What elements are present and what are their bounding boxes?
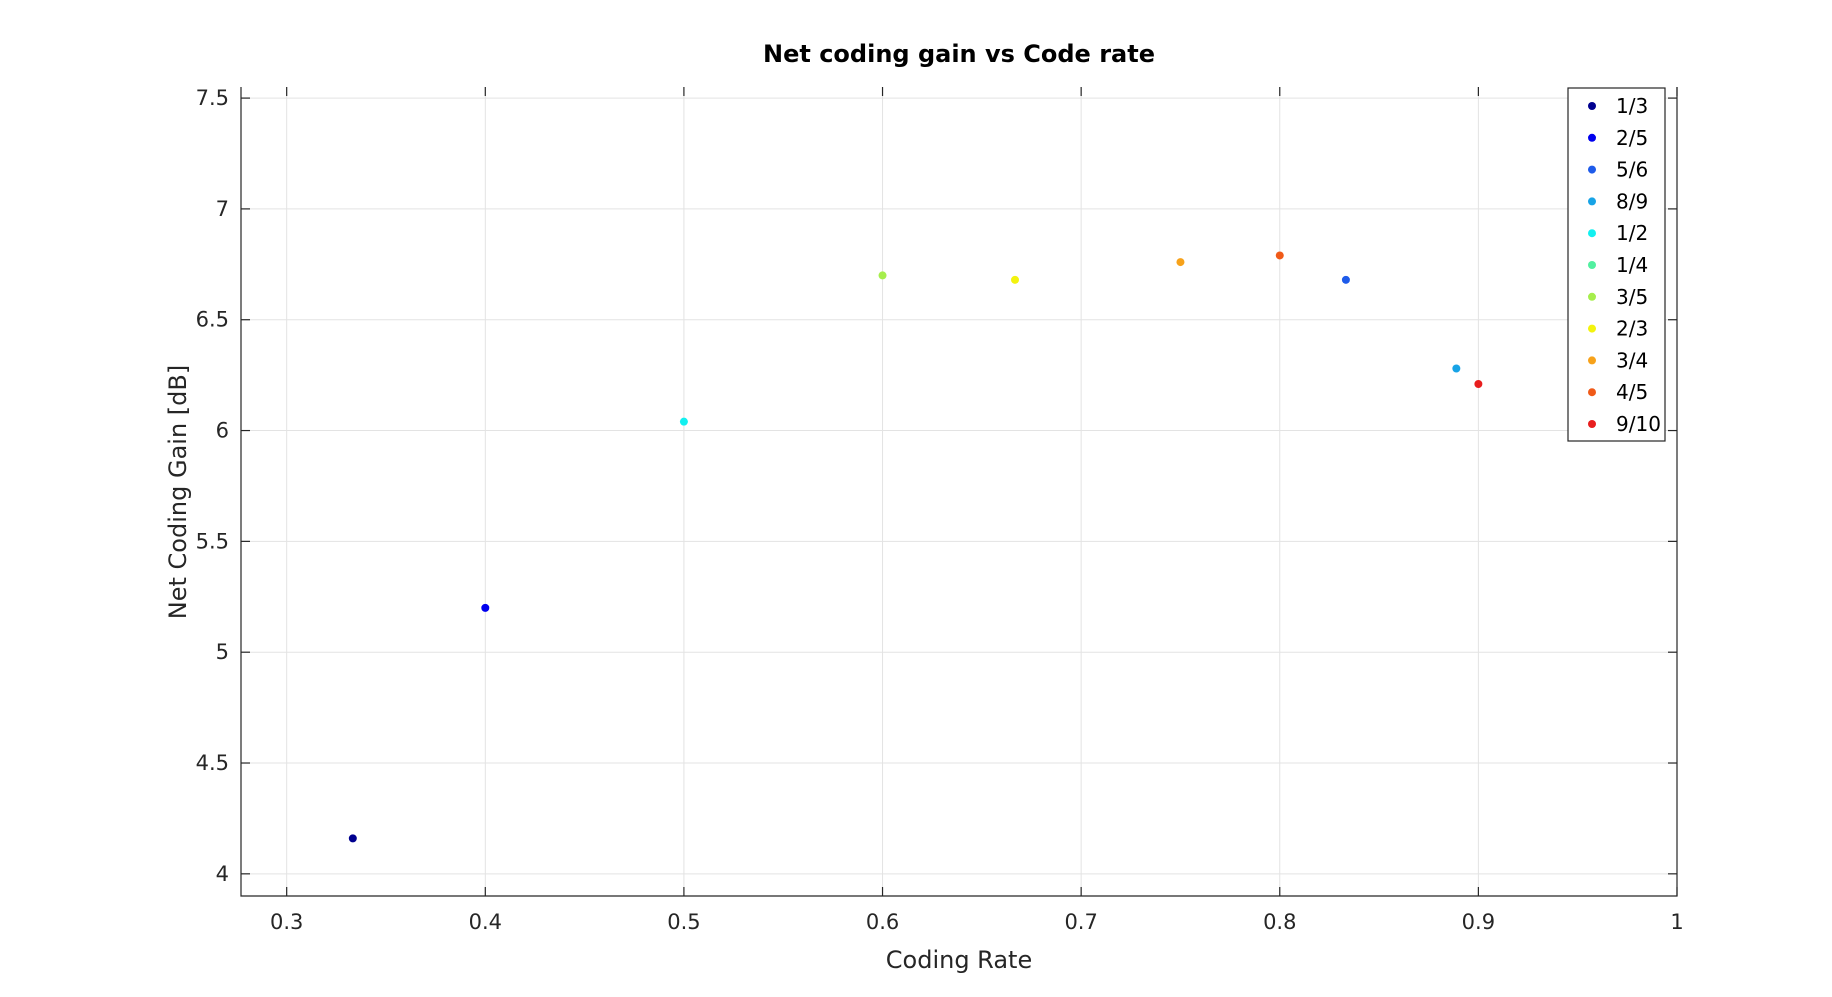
legend-marker-2-5 [1588, 133, 1596, 142]
y-tick-label-7: 7.5 [196, 86, 229, 110]
legend-marker-2-3 [1588, 324, 1596, 333]
legend-marker-1-2 [1588, 229, 1596, 238]
axes [240, 87, 1678, 897]
legend: 1/3 2/5 5/6 8/9 1/2 1/4 3/5 2/3 3/4 4/5 9/10 [1567, 87, 1666, 442]
y-tick-label-6: 7 [216, 197, 229, 221]
x-tick-label-2: 0.5 [667, 910, 700, 934]
legend-label-3-4: 3/4 [1616, 348, 1648, 372]
data-point-4-5 [1275, 251, 1284, 260]
legend-label-8-9: 8/9 [1616, 189, 1648, 213]
legend-items: 1/3 2/5 5/6 8/9 1/2 1/4 3/5 2/3 3/4 4/5 9/10 [1588, 94, 1661, 436]
data-point-2-3 [1011, 275, 1020, 284]
x-tick-label-1: 0.4 [469, 910, 502, 934]
legend-marker-1-4 [1588, 261, 1596, 269]
y-tick-label-4: 6 [216, 419, 229, 443]
legend-marker-5-6 [1588, 165, 1596, 174]
legend-label-1-4: 1/4 [1616, 253, 1648, 277]
data-point-8-9 [1452, 364, 1461, 373]
legend-marker-1-3 [1588, 102, 1596, 110]
legend-label-1-3: 1/3 [1616, 94, 1648, 118]
data-point-3-5 [878, 271, 887, 280]
y-axis-label: Net Coding Gain [dB] [164, 365, 192, 619]
data-point-5-6 [1341, 275, 1350, 284]
x-tick-label-5: 0.8 [1263, 910, 1296, 934]
legend-label-3-5: 3/5 [1616, 285, 1648, 309]
legend-marker-9-10 [1588, 420, 1596, 428]
legend-label-5-6: 5/6 [1616, 158, 1648, 182]
x-axis-label: Coding Rate [886, 946, 1032, 974]
data-point-3-4 [1176, 258, 1185, 267]
plot-area [241, 87, 1677, 896]
y-tick-label-5: 6.5 [196, 308, 229, 332]
legend-marker-8-9 [1588, 197, 1596, 206]
x-tick-label-6: 0.9 [1462, 910, 1495, 934]
axes-frame [240, 87, 1678, 897]
legend-marker-3-5 [1588, 292, 1596, 301]
tick-labels: 0.3 0.4 0.5 0.6 0.7 0.8 0.9 1 4 4.5 5 5.5 6 6.5 7 7.5 [196, 86, 1684, 934]
legend-label-2-5: 2/5 [1616, 126, 1648, 150]
legend-marker-4-5 [1588, 388, 1596, 397]
legend-label-4-5: 4/5 [1616, 380, 1648, 404]
y-tick-label-0: 4 [216, 862, 229, 886]
y-tick-label-2: 5 [216, 640, 229, 664]
legend-marker-3-4 [1588, 356, 1596, 365]
data-point-1-3 [348, 834, 357, 843]
data-point-2-5 [481, 603, 490, 612]
x-tick-label-4: 0.7 [1064, 910, 1097, 934]
x-tick-label-3: 0.6 [866, 910, 899, 934]
x-tick-label-0: 0.3 [270, 910, 303, 934]
legend-box [1567, 87, 1666, 442]
data-points [348, 251, 1483, 843]
legend-label-9-10: 9/10 [1616, 412, 1661, 436]
data-point-9-10 [1474, 380, 1483, 389]
x-tick-label-7: 1 [1670, 910, 1683, 934]
data-point-1-2 [679, 417, 688, 426]
y-tick-label-3: 5.5 [196, 529, 229, 553]
legend-label-2-3: 2/3 [1616, 317, 1648, 341]
chart-title: Net coding gain vs Code rate [763, 40, 1155, 68]
y-tick-label-1: 4.5 [196, 751, 229, 775]
legend-label-1-2: 1/2 [1616, 221, 1648, 245]
